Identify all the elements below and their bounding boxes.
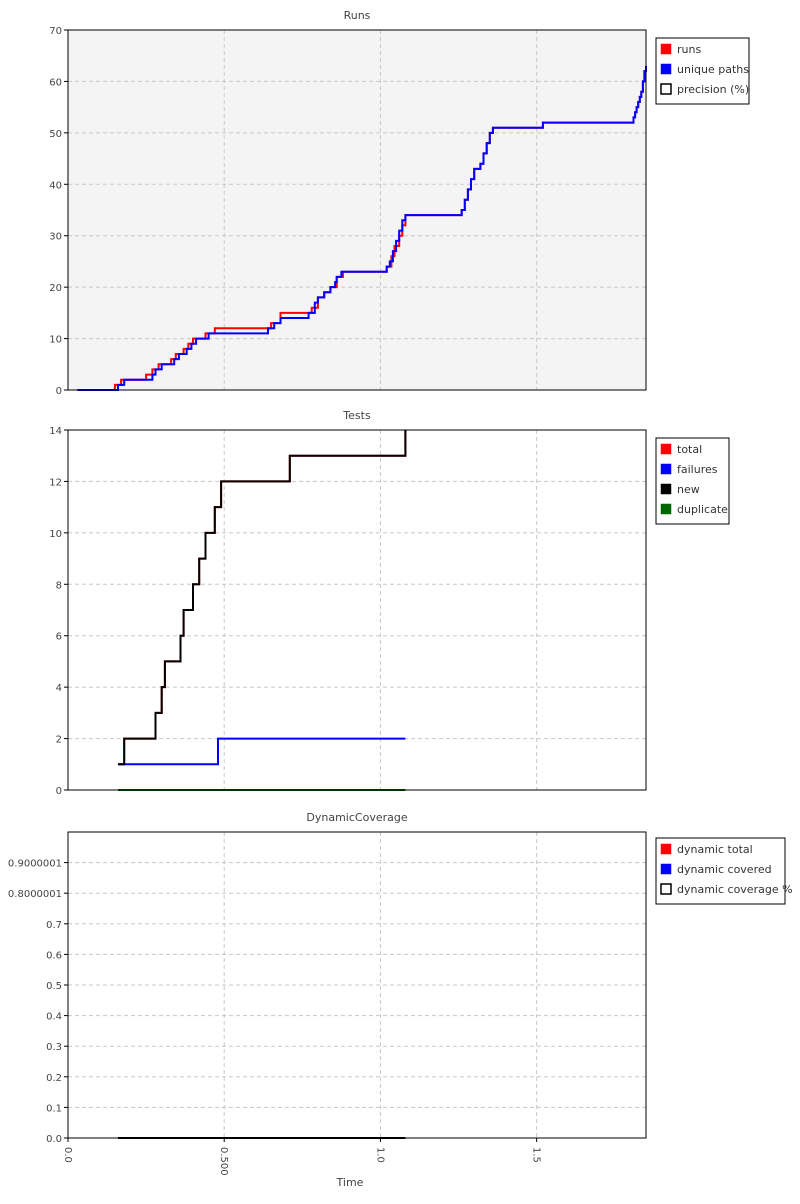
legend-label-2-1: dynamic covered <box>677 863 772 876</box>
y-tick-label-2-7: 0.7 <box>46 920 62 931</box>
y-tick-label-0-7: 70 <box>49 26 62 37</box>
y-tick-label-2-8: 0.8000001 <box>8 889 62 900</box>
plot-frame-2 <box>67 831 647 1139</box>
legend-swatch-2-1 <box>660 863 672 875</box>
x-tick-label-1: 0.500 <box>218 1147 229 1176</box>
y-tick-label-0-0: 0 <box>56 386 62 397</box>
legend-label-1-3: duplicate <box>677 503 728 516</box>
plot-frame-1 <box>67 429 647 791</box>
x-tick-label-2: 1.0 <box>374 1147 385 1163</box>
legend-swatch-0-1 <box>660 63 672 75</box>
legend-label-0-0: runs <box>677 43 701 56</box>
chart-title-0: Runs <box>344 9 371 22</box>
y-tick-label-0-6: 60 <box>49 77 62 88</box>
x-tick-label-0: 0.0 <box>62 1147 73 1163</box>
legend-swatch-1-2 <box>660 483 672 495</box>
y-tick-label-2-0: 0.0 <box>46 1134 62 1145</box>
y-tick-label-1-3: 6 <box>56 632 62 643</box>
plot-frame-0 <box>67 29 647 391</box>
plot-area-1 <box>68 430 646 790</box>
series-line-0-1 <box>77 66 647 391</box>
legend-label-0-1: unique paths <box>677 63 749 76</box>
y-tick-label-2-6: 0.6 <box>46 950 62 961</box>
legend-label-2-0: dynamic total <box>677 843 753 856</box>
y-tick-label-0-4: 40 <box>49 180 62 191</box>
y-tick-label-0-2: 20 <box>49 283 62 294</box>
legend-swatch-0-0 <box>660 43 672 55</box>
chart-title-1: Tests <box>342 409 371 422</box>
y-tick-label-1-7: 14 <box>49 426 62 437</box>
legend-label-0-2: precision (%) <box>677 83 749 96</box>
legend-label-1-1: failures <box>677 463 718 476</box>
x-tick-label-3: 1.5 <box>531 1147 542 1163</box>
y-tick-label-2-1: 0.1 <box>46 1103 62 1114</box>
y-tick-label-0-1: 10 <box>49 335 62 346</box>
legend-swatch-1-3 <box>660 503 672 515</box>
y-tick-label-1-1: 2 <box>56 735 62 746</box>
y-tick-label-1-5: 10 <box>49 529 62 540</box>
y-tick-label-2-2: 0.2 <box>46 1073 62 1084</box>
y-tick-label-2-3: 0.3 <box>46 1042 62 1053</box>
x-axis-label: Time <box>336 1176 364 1189</box>
series-line-1-1 <box>118 737 406 766</box>
legend-label-2-2: dynamic coverage % <box>677 883 793 896</box>
series-line-1-2 <box>118 430 407 766</box>
legend-swatch-2-2 <box>660 883 672 895</box>
y-tick-label-0-5: 50 <box>49 129 62 140</box>
y-tick-label-2-4: 0.4 <box>46 1012 62 1023</box>
y-tick-label-1-0: 0 <box>56 786 62 797</box>
legend-swatch-1-0 <box>660 443 672 455</box>
legend-swatch-2-0 <box>660 843 672 855</box>
legend-swatch-0-2 <box>660 83 672 95</box>
y-tick-label-1-6: 12 <box>49 477 62 488</box>
legend-label-1-2: new <box>677 483 700 496</box>
plot-area-0 <box>68 30 646 390</box>
legend-box-2 <box>655 837 786 905</box>
chart-title-2: DynamicCoverage <box>306 811 407 824</box>
legend-label-1-0: total <box>677 443 702 456</box>
y-tick-label-2-9: 0.9000001 <box>8 859 62 870</box>
y-tick-label-1-4: 8 <box>56 580 62 591</box>
y-tick-label-1-2: 4 <box>56 683 62 694</box>
legend-swatch-1-1 <box>660 463 672 475</box>
y-tick-label-2-5: 0.5 <box>46 981 62 992</box>
y-tick-label-0-3: 30 <box>49 232 62 243</box>
